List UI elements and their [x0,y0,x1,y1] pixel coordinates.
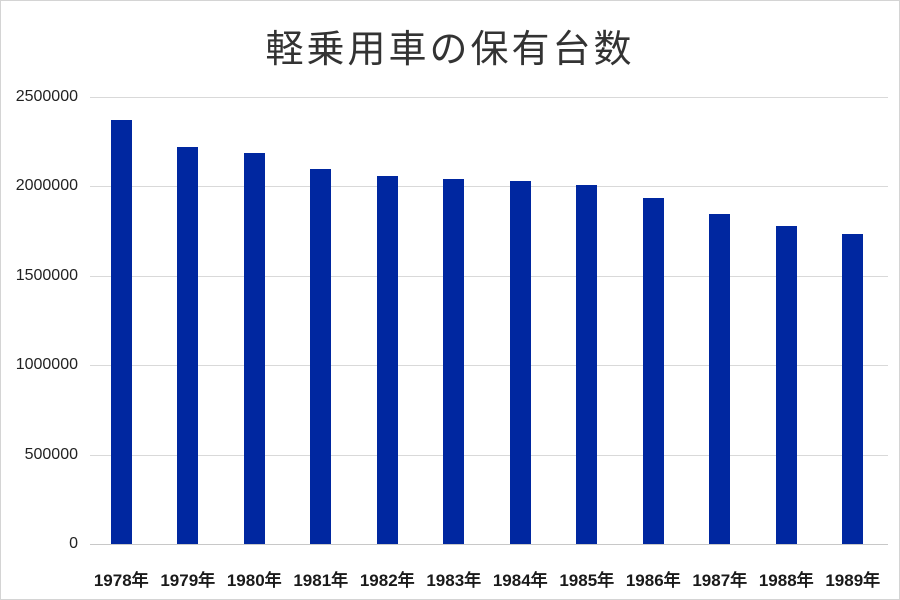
bar-1984年 [509,181,531,544]
gridline [90,97,888,98]
y-tick-label: 500000 [24,445,78,463]
plot-area [90,97,888,545]
bar-1979年 [177,147,199,544]
bar-1986年 [642,198,664,544]
x-tick-label: 1988年 [758,571,814,590]
bar-1988年 [775,225,797,544]
gridline [90,454,888,456]
y-tick-label: 2500000 [15,88,78,105]
x-tick-label: 1987年 [692,571,748,590]
x-tick-label: 1978年 [93,571,149,590]
x-tick-label: 1979年 [160,571,216,590]
x-tick-label: 1984年 [492,571,548,590]
y-tick-label: 1500000 [15,266,78,284]
gridline [90,365,888,367]
y-tick-label: 1000000 [15,356,78,374]
x-tick-label: 1982年 [359,571,415,590]
x-tick-label: 1983年 [426,571,482,590]
bar-1983年 [443,179,465,544]
y-tick-label: 0 [69,535,78,552]
bar-1987年 [709,213,731,544]
x-tick-label: 1981年 [293,571,349,590]
bar-1982年 [376,176,398,544]
x-axis-line [90,544,888,545]
x-tick-label: 1985年 [559,571,615,590]
x-tick-label: 1980年 [226,571,282,590]
x-tick-label: 1989年 [825,571,881,590]
x-tick-label: 1986年 [625,571,681,590]
gridline [90,186,888,188]
y-tick-label: 2000000 [15,177,78,195]
bar-1978年 [110,120,132,544]
bar-1989年 [842,233,864,544]
bar-1985年 [576,184,598,544]
bar-1981年 [310,169,332,544]
gridline [90,275,888,277]
chart-title: 軽乗用車の保有台数 [265,27,635,71]
bar-1980年 [243,152,265,544]
